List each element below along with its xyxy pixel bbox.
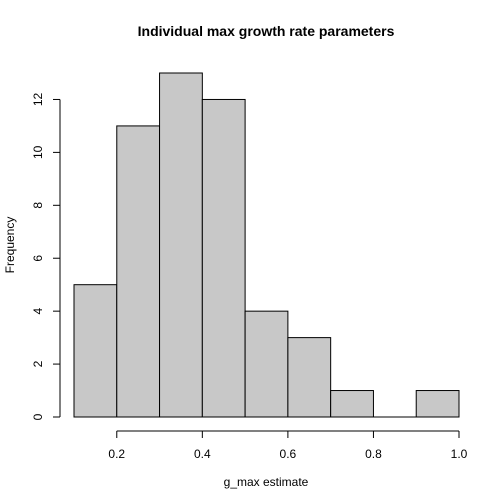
x-tick-label: 0.6	[280, 447, 297, 461]
y-axis-label: Frequency	[3, 217, 17, 274]
histogram-bar	[202, 99, 245, 417]
histogram-bar	[160, 73, 203, 417]
chart-title: Individual max growth rate parameters	[138, 23, 395, 39]
y-tick-label: 12	[31, 92, 45, 106]
y-tick-label: 6	[31, 255, 45, 262]
y-axis: 0 2 4 6 8 10 12	[31, 92, 60, 420]
y-tick-label: 10	[31, 145, 45, 159]
y-tick-label: 0	[31, 413, 45, 420]
x-tick-label: 1.0	[451, 447, 468, 461]
x-axis: 0.2 0.4 0.6 0.8 1.0	[108, 431, 467, 461]
histogram-bar	[288, 338, 331, 417]
y-tick-label: 2	[31, 360, 45, 367]
x-tick-label: 0.2	[108, 447, 125, 461]
histogram-bar	[416, 391, 459, 417]
x-axis-label: g_max estimate	[224, 475, 309, 489]
histogram-bar	[331, 391, 374, 417]
bars-group	[74, 73, 459, 417]
y-tick-label: 8	[31, 202, 45, 209]
x-tick-label: 0.4	[194, 447, 211, 461]
histogram-bar	[245, 311, 288, 417]
histogram-bar	[117, 126, 160, 417]
y-tick-label: 4	[31, 307, 45, 314]
x-tick-label: 0.8	[365, 447, 382, 461]
histogram-bar	[74, 285, 117, 417]
